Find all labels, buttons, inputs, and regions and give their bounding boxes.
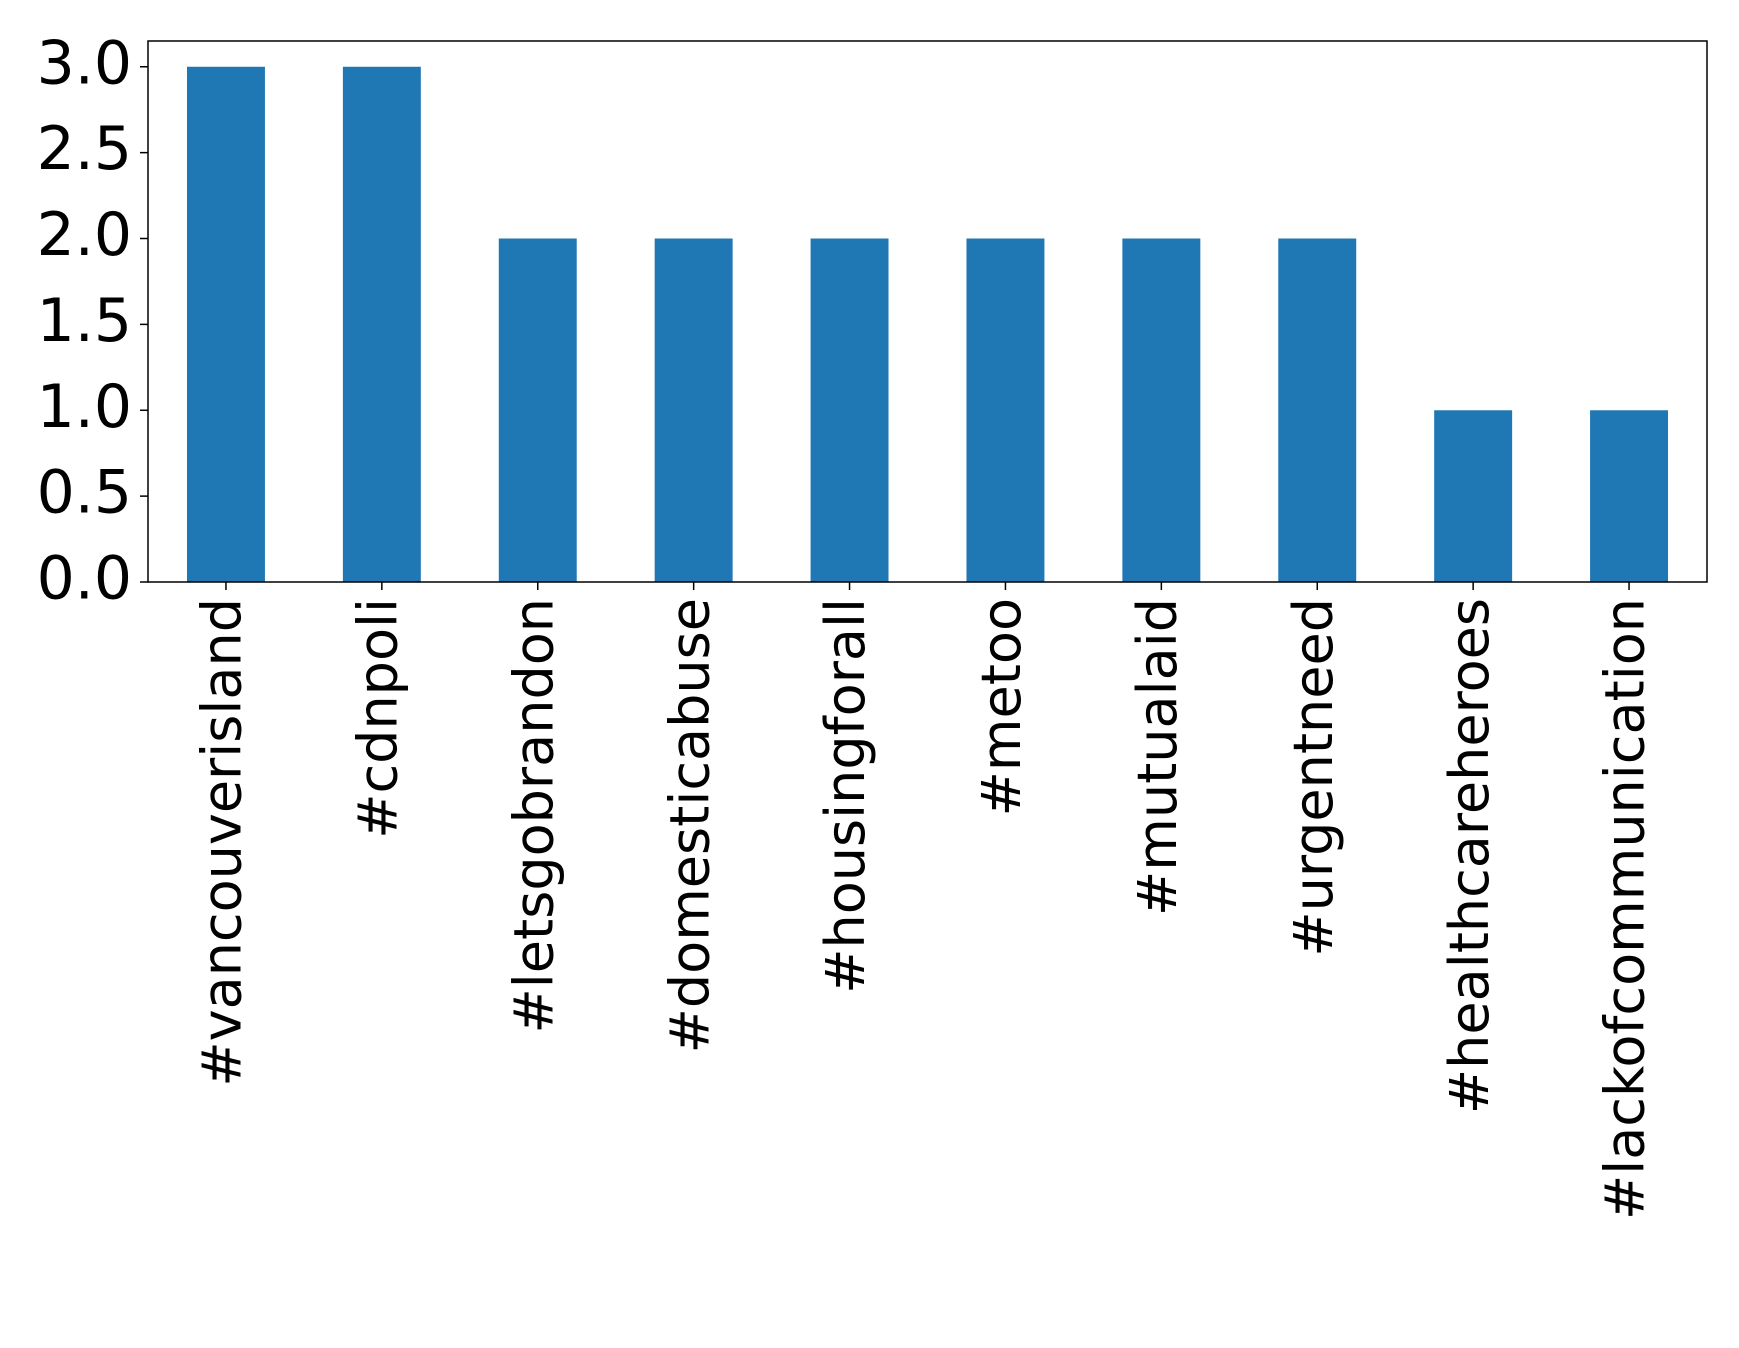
bar [1122,238,1201,582]
x-tick-label: #urgentneed [1282,598,1345,957]
x-tick-label: #mutualaid [1126,598,1189,916]
bar [1434,410,1513,582]
bar [1278,238,1357,582]
x-tick-label: #domesticabuse [658,598,721,1053]
bar [186,66,265,582]
bar [1590,410,1669,582]
x-tick-label: #vancouverisland [191,598,254,1087]
y-tick-label: 2.0 [37,200,132,270]
x-tick-label: #metoo [970,598,1033,816]
bar [342,66,421,582]
x-tick-label: #healthcareheroes [1438,598,1501,1114]
y-tick-label: 3.0 [37,28,132,98]
y-tick-label: 1.0 [37,372,132,442]
y-tick-label: 1.5 [37,286,132,356]
x-tick-label: #cdnpoli [346,598,409,839]
y-tick-label: 0.5 [37,458,132,528]
y-tick-label: 2.5 [37,114,132,184]
plot-frame [147,40,1708,583]
x-tick-label: #letsgobrandon [502,598,565,1033]
bar [810,238,889,582]
x-tick-label: #housingforall [814,598,877,994]
bar [498,238,577,582]
bar [654,238,733,582]
y-tick-label: 0.0 [37,544,132,614]
x-tick-label: #lackofcommunication [1594,598,1657,1220]
bar [966,238,1045,582]
